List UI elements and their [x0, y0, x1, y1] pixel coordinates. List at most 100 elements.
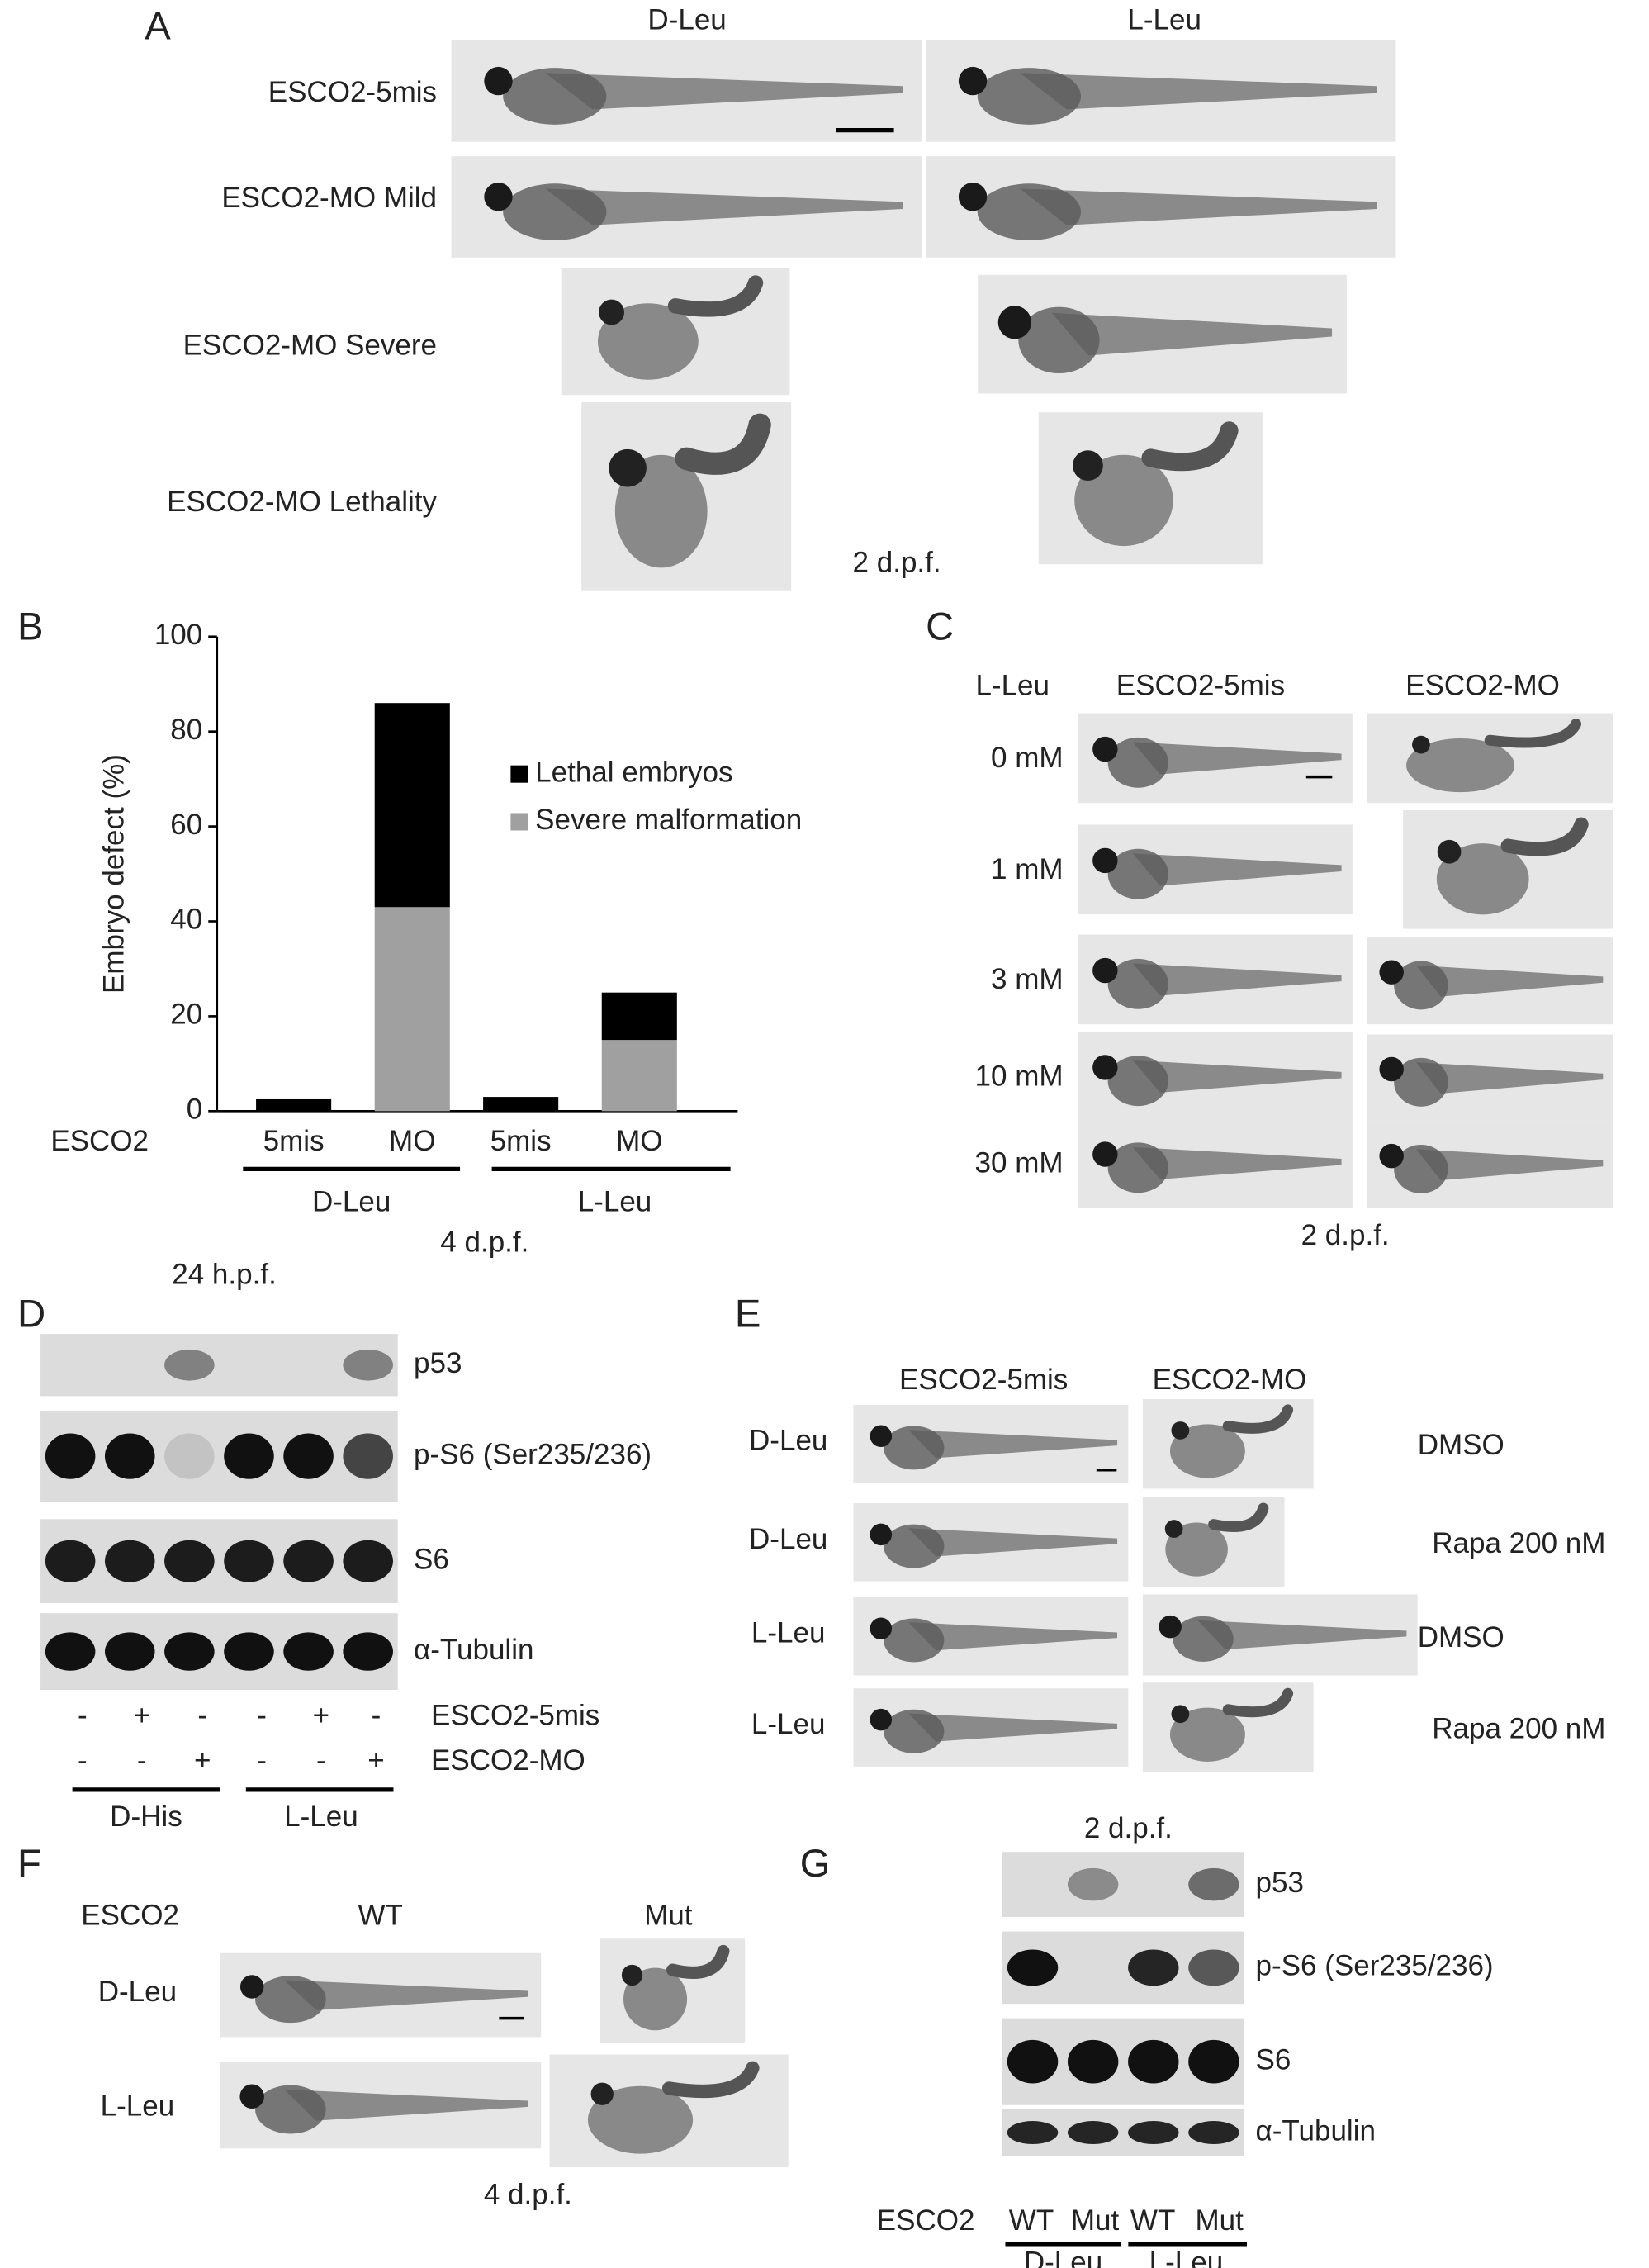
embryo-eye — [1379, 1143, 1404, 1169]
embryo-eye — [870, 1708, 893, 1731]
label: 24 h.p.f. — [172, 1258, 277, 1290]
label: L-Leu — [578, 1186, 652, 1218]
label: - — [316, 1744, 326, 1777]
legend-swatch — [510, 765, 528, 783]
blot-band — [104, 1433, 155, 1479]
embryo-yolk — [1074, 454, 1173, 547]
label: WT — [358, 1899, 402, 1931]
blot-band — [164, 1540, 215, 1582]
embryo-tail — [1019, 73, 1377, 110]
label: ESCO2-5mis — [431, 1700, 599, 1732]
embryo-eye — [621, 1964, 643, 1986]
label: L-Leu — [751, 1617, 826, 1649]
label: + — [313, 1700, 329, 1732]
embryo-yolk — [1173, 1616, 1234, 1662]
embryo-tail — [675, 413, 771, 475]
label: E — [735, 1293, 761, 1336]
label: WT — [1009, 2204, 1054, 2237]
blot-strip — [40, 1410, 398, 1502]
embryo-tail — [908, 1713, 1118, 1742]
label: S6 — [1256, 2043, 1291, 2076]
label: L-Leu — [975, 669, 1050, 701]
blot-band — [104, 1632, 155, 1671]
embryo-eye — [1073, 450, 1103, 482]
embryo-tail — [908, 1528, 1118, 1557]
blot-strip — [40, 1334, 398, 1397]
embryo-tail — [908, 1430, 1118, 1459]
label: Mut — [644, 1899, 693, 1931]
embryo-eye — [870, 1425, 893, 1448]
embryo-yolk — [884, 1426, 945, 1470]
label: p-S6 (Ser235/236) — [1256, 1950, 1494, 1982]
label: L-Leu — [1127, 4, 1201, 36]
label: ESCO2 — [877, 2204, 975, 2237]
label: ESCO2 — [50, 1125, 149, 1157]
embryo-yolk — [1107, 958, 1168, 1009]
blot-band — [104, 1540, 155, 1582]
embryo-tail — [1132, 742, 1342, 775]
label: D — [17, 1293, 45, 1336]
label: B — [17, 605, 44, 648]
bar-segment — [256, 1098, 332, 1112]
label: Severe malformation — [535, 804, 802, 836]
embryo-tail — [1197, 1620, 1407, 1650]
label: L-Leu — [101, 2090, 175, 2123]
embryo-yolk — [255, 2085, 326, 2134]
label: DMSO — [1418, 1429, 1504, 1461]
blot-band — [1128, 2121, 1179, 2145]
blot-band — [343, 1433, 393, 1479]
label: 80 — [170, 714, 202, 746]
blot-band — [224, 1632, 274, 1671]
embryo-yolk — [1169, 1707, 1245, 1762]
embryo-yolk — [884, 1709, 945, 1753]
blot-band — [283, 1540, 334, 1582]
blot-band — [283, 1632, 334, 1671]
embryo-yolk — [503, 68, 607, 125]
label: p-S6 (Ser235/236) — [414, 1438, 652, 1470]
label: MO — [616, 1125, 662, 1157]
label: 5mis — [490, 1125, 552, 1157]
label: DMSO — [1418, 1621, 1504, 1654]
label: 2 d.p.f. — [1301, 1219, 1390, 1251]
blot-band — [1128, 1949, 1179, 1986]
label: ESCO2-MO Severe — [183, 330, 437, 362]
label: Rapa 200 nM — [1432, 1712, 1605, 1744]
embryo-yolk — [1436, 843, 1529, 915]
embryo-eye — [1092, 736, 1118, 762]
embryo-tail — [1208, 1502, 1269, 1532]
blot-band — [1188, 1949, 1239, 1986]
embryo-yolk — [1394, 1144, 1448, 1193]
embryo-yolk — [1169, 1424, 1245, 1478]
label: ESCO2-MO — [1153, 1364, 1307, 1396]
label: D-His — [110, 1801, 182, 1833]
blot-band — [164, 1433, 215, 1479]
embryo-yolk — [255, 1976, 326, 2024]
embryo-tail — [1415, 1149, 1604, 1181]
bar-segment — [374, 907, 450, 1112]
label: - — [137, 1744, 147, 1777]
label: ESCO2-5mis — [899, 1364, 1068, 1396]
embryo-yolk — [1406, 738, 1515, 793]
embryo-eye — [1379, 960, 1404, 985]
blot-band — [1007, 2039, 1059, 2084]
embryo-eye — [239, 2084, 264, 2109]
label: 1 mM — [991, 853, 1064, 885]
blot-band — [1128, 2039, 1179, 2084]
embryo-eye — [1159, 1615, 1182, 1639]
embryo-yolk — [503, 183, 607, 240]
label: D-Leu — [647, 4, 726, 36]
blot-band — [1188, 2039, 1239, 2084]
blot-band — [283, 1433, 334, 1479]
label: - — [78, 1744, 88, 1777]
embryo-tail — [1415, 1062, 1604, 1094]
blot-band — [1067, 2039, 1119, 2084]
bar-segment — [374, 703, 450, 908]
embryo-tail — [545, 188, 903, 225]
label: Mut — [1071, 2204, 1120, 2237]
label: 0 — [187, 1094, 202, 1126]
label: Mut — [1196, 2204, 1244, 2237]
embryo-eye — [609, 448, 647, 487]
label: ESCO2-5mis — [1116, 669, 1285, 701]
embryo-eye — [1092, 847, 1118, 874]
embryo-yolk — [1107, 1142, 1168, 1193]
